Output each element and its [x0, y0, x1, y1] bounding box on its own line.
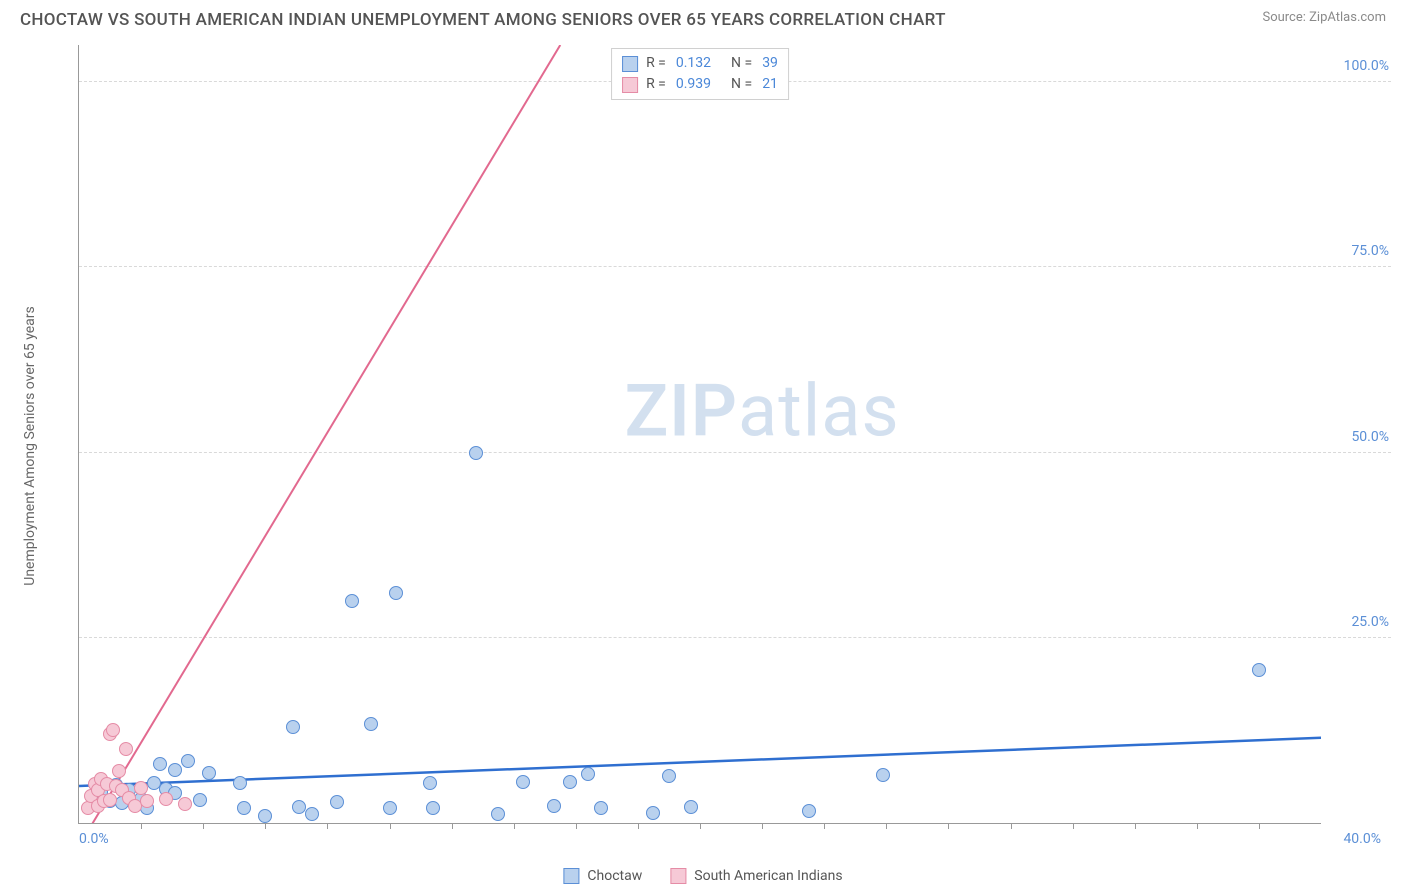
- data-point: [153, 757, 167, 771]
- y-tick-label: 75.0%: [1329, 243, 1389, 259]
- x-max-label: 40.0%: [1343, 831, 1381, 847]
- watermark: ZIPatlas: [625, 368, 900, 453]
- legend-n-label: N =: [731, 74, 752, 95]
- x-tick: [948, 823, 949, 829]
- data-point: [684, 800, 698, 814]
- trend-lines: [79, 45, 1321, 823]
- chart-container: Unemployment Among Seniors over 65 years…: [50, 40, 1391, 852]
- chart-title: CHOCTAW VS SOUTH AMERICAN INDIAN UNEMPLO…: [20, 10, 946, 30]
- y-tick-label: 50.0%: [1329, 429, 1389, 445]
- x-tick: [762, 823, 763, 829]
- legend-r-value: 0.132: [676, 53, 711, 74]
- x-tick: [327, 823, 328, 829]
- legend-swatch: [622, 77, 638, 93]
- x-tick: [1011, 823, 1012, 829]
- legend-swatch: [670, 868, 686, 884]
- data-point: [119, 742, 133, 756]
- data-point: [330, 795, 344, 809]
- data-point: [423, 776, 437, 790]
- gridline: [79, 266, 1391, 267]
- data-point: [233, 776, 247, 790]
- x-tick: [886, 823, 887, 829]
- x-tick: [1197, 823, 1198, 829]
- data-point: [516, 775, 530, 789]
- x-tick: [824, 823, 825, 829]
- data-point: [1252, 663, 1266, 677]
- data-point: [258, 809, 272, 823]
- data-point: [202, 766, 216, 780]
- data-point: [802, 804, 816, 818]
- data-point: [469, 446, 483, 460]
- data-point: [168, 763, 182, 777]
- data-point: [345, 594, 359, 608]
- data-point: [876, 768, 890, 782]
- data-point: [159, 792, 173, 806]
- y-tick-label: 100.0%: [1329, 58, 1389, 74]
- x-tick: [203, 823, 204, 829]
- data-point: [103, 793, 117, 807]
- x-tick: [700, 823, 701, 829]
- data-point: [646, 806, 660, 820]
- data-point: [237, 801, 251, 815]
- legend-r-label: R =: [646, 74, 666, 95]
- data-point: [594, 801, 608, 815]
- data-point: [547, 799, 561, 813]
- x-tick: [265, 823, 266, 829]
- data-point: [383, 801, 397, 815]
- legend-swatch: [563, 868, 579, 884]
- x-tick: [1073, 823, 1074, 829]
- bottom-legend-item: Choctaw: [563, 868, 642, 884]
- x-tick: [390, 823, 391, 829]
- bottom-legend-item: South American Indians: [670, 868, 842, 884]
- data-point: [178, 797, 192, 811]
- data-point: [305, 807, 319, 821]
- x-tick: [1135, 823, 1136, 829]
- legend-r-label: R =: [646, 53, 666, 74]
- bottom-legend: Choctaw South American Indians: [563, 868, 842, 884]
- legend-n-value: 39: [762, 53, 778, 74]
- legend-n-value: 21: [762, 74, 778, 95]
- data-point: [193, 793, 207, 807]
- legend-n-label: N =: [731, 53, 752, 74]
- gridline: [79, 637, 1391, 638]
- legend-row: R = 0.132 N = 39: [622, 53, 778, 74]
- legend-swatch: [622, 56, 638, 72]
- legend-row: R = 0.939 N = 21: [622, 74, 778, 95]
- y-tick-label: 25.0%: [1329, 614, 1389, 630]
- x-tick: [576, 823, 577, 829]
- data-point: [140, 794, 154, 808]
- correlation-legend: R = 0.132 N = 39 R = 0.939 N = 21: [611, 48, 789, 100]
- data-point: [364, 717, 378, 731]
- x-tick: [514, 823, 515, 829]
- data-point: [491, 807, 505, 821]
- x-tick: [638, 823, 639, 829]
- data-point: [181, 754, 195, 768]
- data-point: [662, 769, 676, 783]
- x-tick: [1259, 823, 1260, 829]
- data-point: [112, 764, 126, 778]
- y-axis-label: Unemployment Among Seniors over 65 years: [22, 306, 38, 586]
- x-origin-label: 0.0%: [79, 831, 109, 847]
- plot-area: ZIPatlas 25.0%50.0%75.0%100.0%0.0%40.0%R…: [78, 45, 1321, 824]
- data-point: [286, 720, 300, 734]
- x-tick: [141, 823, 142, 829]
- data-point: [426, 801, 440, 815]
- gridline: [79, 452, 1391, 453]
- legend-r-value: 0.939: [676, 74, 711, 95]
- legend-label: Choctaw: [587, 868, 642, 884]
- legend-label: South American Indians: [694, 868, 842, 884]
- source-attribution: Source: ZipAtlas.com: [1262, 10, 1386, 25]
- data-point: [389, 586, 403, 600]
- x-tick: [452, 823, 453, 829]
- data-point: [106, 723, 120, 737]
- data-point: [581, 767, 595, 781]
- data-point: [563, 775, 577, 789]
